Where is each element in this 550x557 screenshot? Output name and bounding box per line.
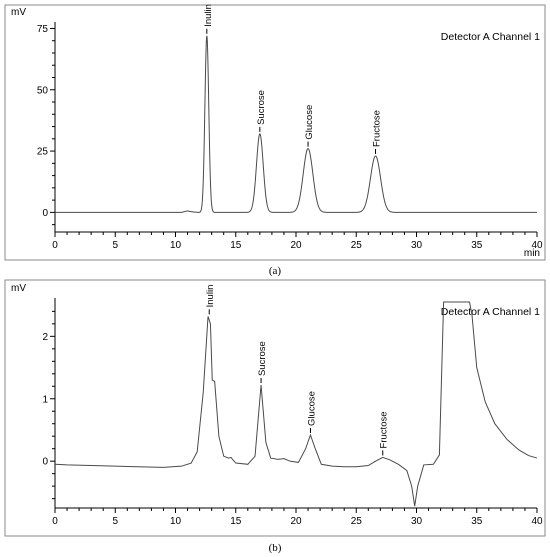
- chart-panel-a: mV Detector A Channel 1 min 0 5 10 15 20 25 30…: [4, 4, 546, 261]
- x-tick-label: 35: [471, 240, 483, 251]
- x-tick-label: 5: [112, 516, 118, 527]
- x-tick-label: 10: [170, 240, 182, 251]
- x-tick-label: 15: [230, 516, 242, 527]
- panel-a-frame: [4, 4, 546, 261]
- y-tick-label: 25: [37, 147, 49, 158]
- panel-b-ylabel: mV: [11, 283, 26, 294]
- y-tick-label: 0: [42, 208, 48, 219]
- x-tick-label: 35: [471, 516, 483, 527]
- x-tick-label: 40: [531, 516, 543, 527]
- caption-b: (b): [269, 542, 282, 554]
- panel-a-detector-label: Detector A Channel 1: [441, 31, 540, 43]
- peak-label-fructose: Fructose: [372, 110, 383, 147]
- y-tick-label: 1: [42, 394, 48, 405]
- peak-label-sucrose: Sucrose: [257, 341, 268, 376]
- peak-label-inulin: Inulin: [203, 4, 214, 27]
- x-tick-label: 5: [112, 240, 118, 251]
- caption-a: (a): [269, 265, 282, 277]
- peak-label-glucose: Glucose: [306, 391, 317, 426]
- panel-b-detector-label: Detector A Channel 1: [441, 306, 540, 318]
- panel-a-plot: Inulin Sucrose Glucose Fructose: [55, 4, 537, 213]
- panel-b-axes: 0 5 10 15 20 25 30 35 40 0 1 2: [42, 298, 543, 527]
- peak-label-inulin: Inulin: [205, 285, 216, 308]
- peak-label-fructose: Fructose: [379, 411, 390, 448]
- panel-a-xlabel: min: [524, 248, 540, 259]
- y-tick-label: 75: [37, 24, 49, 35]
- x-tick-label: 25: [351, 240, 363, 251]
- x-tick-label: 20: [290, 516, 302, 527]
- x-tick-label: 20: [290, 240, 302, 251]
- x-tick-label: 40: [531, 240, 543, 251]
- x-tick-label: 10: [170, 516, 182, 527]
- chromatogram-trace: [55, 35, 537, 213]
- y-tick-label: 0: [42, 457, 48, 468]
- panel-a-ylabel: mV: [11, 7, 26, 18]
- x-tick-label: 15: [230, 240, 242, 251]
- x-tick-label: 25: [351, 516, 363, 527]
- peak-label-glucose: Glucose: [304, 105, 315, 140]
- x-tick-label: 0: [52, 240, 58, 251]
- panel-a-axes: 0 5 10 15 20 25 30 35 40 0 25 50 75: [37, 22, 543, 251]
- panel-b-plot: Inulin Sucrose Glucose Fructose: [54, 285, 538, 507]
- peak-label-sucrose: Sucrose: [256, 90, 267, 125]
- panel-b-frame: [4, 279, 546, 537]
- y-tick-label: 50: [37, 85, 49, 96]
- chart-panel-b: mV Detector A Channel 1 0 5 10 15 20 25 30 35 40…: [4, 279, 546, 537]
- x-tick-label: 30: [411, 240, 423, 251]
- y-tick-label: 2: [42, 332, 48, 343]
- chromatogram-trace: [54, 301, 538, 507]
- x-tick-label: 0: [52, 516, 58, 527]
- x-tick-label: 30: [411, 516, 423, 527]
